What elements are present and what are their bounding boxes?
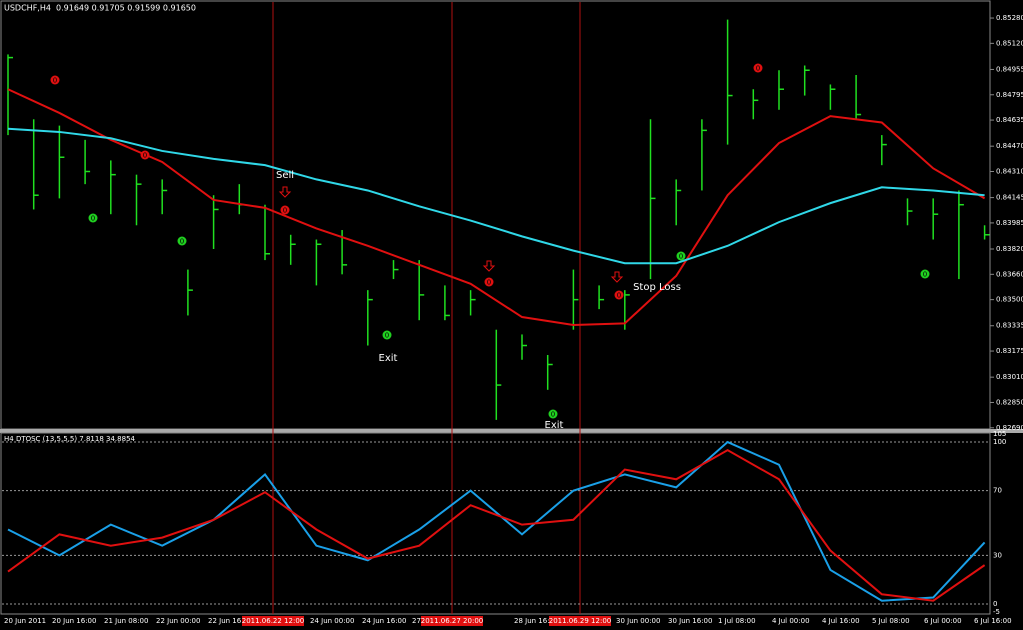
signal-label: 0	[180, 238, 184, 246]
time-label: 28 Jun 16:	[514, 617, 550, 625]
time-label: 24 Jun 16:00	[362, 617, 406, 625]
time-label: 27	[412, 617, 421, 625]
signal-label: 0	[679, 253, 683, 261]
symbol: USDCHF,H4	[4, 4, 51, 13]
time-label: 22 Jun 16	[208, 617, 242, 625]
price-label: 0.85120	[996, 39, 1023, 47]
signal	[382, 330, 392, 340]
signal-label: 0	[91, 215, 95, 223]
signal-label: 0	[385, 332, 389, 340]
marker-bg	[549, 616, 611, 626]
time-label: 4 Jul 16:00	[822, 617, 860, 625]
annotation: Exit	[379, 353, 398, 364]
signal	[280, 205, 290, 215]
quote: 0.91649 0.91705 0.91599 0.91650	[56, 4, 196, 13]
signal-label: 0	[143, 152, 147, 160]
time-label: 21 Jun 08:00	[104, 617, 148, 625]
time-label: 30 Jun 00:00	[616, 617, 660, 625]
arrow	[278, 186, 292, 198]
signal-label: 0	[617, 292, 621, 300]
marker-bg	[242, 616, 304, 626]
signal-label: 0	[923, 271, 927, 279]
price-label: 0.84635	[996, 116, 1023, 124]
signal-label: 0	[756, 65, 760, 73]
separator	[0, 429, 1023, 433]
osc-title: H4 DTOSC (13,5,5,5) 7.8118 34.8854	[4, 435, 136, 443]
osc-label: 100	[993, 438, 1006, 446]
marker-bg	[421, 616, 483, 626]
price-label: 0.84145	[996, 194, 1023, 202]
signal-label: 0	[283, 207, 287, 215]
signal-label: 0	[487, 279, 491, 287]
signal-label: 0	[53, 77, 57, 85]
time-label: 30 Jun 16:00	[668, 617, 712, 625]
signal	[753, 63, 763, 73]
signal	[140, 150, 150, 160]
price-label: 0.83985	[996, 219, 1023, 227]
osc-label: 70	[993, 487, 1002, 495]
signal	[88, 213, 98, 223]
marker-label: 2011.06.27 20:00	[421, 617, 483, 625]
signal	[548, 409, 558, 419]
arrow	[610, 271, 624, 283]
arrow	[482, 260, 496, 272]
osc-frame	[0, 432, 991, 615]
osc-line	[7, 448, 986, 602]
signal	[484, 277, 494, 287]
osc-line	[7, 440, 986, 602]
annotation: Stop Loss	[633, 282, 681, 293]
time-label: 1 Jul 08:00	[718, 617, 756, 625]
price-label: 0.83175	[996, 347, 1023, 355]
price-label: 0.84470	[996, 142, 1023, 150]
time-label: 20 Jun 2011	[4, 617, 46, 625]
price-label: 0.84795	[996, 91, 1023, 99]
signal	[177, 236, 187, 246]
annotation: Exit	[545, 420, 564, 431]
moving-average	[7, 88, 986, 326]
marker-label: 2011.06.22 12:00	[242, 617, 304, 625]
signal	[676, 251, 686, 261]
price-label: 0.85280	[996, 14, 1023, 22]
signal	[50, 75, 60, 85]
osc-label: 30	[993, 551, 1002, 559]
time-label: 5 Jul 08:00	[872, 617, 910, 625]
time-label: 6 Jul 00:00	[924, 617, 962, 625]
price-label: 0.83335	[996, 322, 1023, 330]
price-label: 0.83010	[996, 373, 1023, 381]
price-label: 0.82690	[996, 424, 1023, 432]
marker-label: 2011.06.29 12:00	[549, 617, 611, 625]
osc-label: -5	[993, 608, 1000, 616]
time-label: 24 Jun 00:00	[310, 617, 354, 625]
time-label: 6 Jul 16:00	[974, 617, 1012, 625]
price-label: 0.83820	[996, 245, 1023, 253]
time-label: 22 Jun 00:00	[156, 617, 200, 625]
signal-label: 0	[551, 411, 555, 419]
osc-label: 105	[993, 430, 1006, 438]
time-label: 4 Jul 00:00	[772, 617, 810, 625]
price-label: 0.82850	[996, 398, 1023, 406]
signal	[614, 290, 624, 300]
annotation: Sell	[276, 170, 294, 181]
osc-label: 0	[993, 600, 997, 608]
moving-average	[7, 127, 985, 265]
price-label: 0.84310	[996, 167, 1023, 175]
signal	[920, 269, 930, 279]
price-label: 0.83500	[996, 296, 1023, 304]
time-label: 20 Jun 16:00	[52, 617, 96, 625]
price-label: 0.84955	[996, 65, 1023, 73]
price-label: 0.83660	[996, 270, 1023, 278]
